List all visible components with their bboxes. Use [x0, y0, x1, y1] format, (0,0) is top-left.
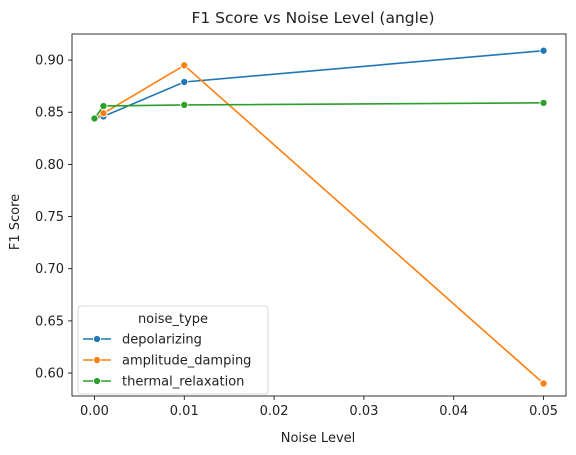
y-tick-label: 0.75 [35, 210, 64, 225]
y-tick-label: 0.60 [35, 367, 64, 382]
series-line-depolarizing [94, 49, 544, 120]
x-tick-label: 0.04 [439, 404, 468, 419]
legend-label-amplitude-damping: amplitude_damping [122, 354, 251, 369]
x-tick-label: 0.00 [80, 404, 109, 419]
legend-marker-depolarizing [92, 334, 102, 344]
series-line-thermal-relaxation [93, 102, 544, 119]
x-tick-label: 0.05 [529, 404, 558, 419]
y-tick-label: 0.85 [35, 106, 64, 121]
axes-frame [71, 33, 567, 397]
data-point-thermal-relaxation [180, 100, 189, 109]
legend-box [77, 305, 269, 395]
data-point-amplitude-damping [539, 379, 548, 388]
y-tick-label: 0.80 [35, 158, 64, 173]
chart-title: F1 Score vs Noise Level (angle) [191, 9, 434, 27]
x-tick-label: 0.01 [170, 404, 199, 419]
data-point-thermal-relaxation [99, 101, 108, 111]
data-point-depolarizing [180, 77, 189, 87]
legend: noise_type depolarizing amplitude_dampingt… [77, 305, 269, 395]
y-tick-label: 0.65 [35, 314, 64, 329]
y-tick-label: 0.70 [35, 262, 64, 277]
data-point-thermal-relaxation [90, 114, 99, 123]
x-tick-label: 0.02 [260, 404, 289, 419]
legend-title: noise_type [138, 312, 208, 327]
legend-marker-amplitude-damping [92, 355, 102, 365]
x-axis-label: Noise Level [281, 431, 356, 446]
data-point-depolarizing [539, 46, 548, 55]
data-point-thermal-relaxation [539, 98, 548, 107]
y-axis: 0.60 0.65 0.70 0.75 0.80 0.85 0.90 [35, 54, 72, 382]
x-tick-label: 0.03 [349, 404, 378, 419]
data-point-amplitude-damping [180, 61, 189, 70]
plot-area [90, 46, 548, 388]
x-axis: 0.00 0.01 0.02 0.03 0.04 0.05 [80, 396, 558, 419]
y-axis-label: F1 Score [8, 194, 23, 250]
y-tick-label: 0.90 [35, 54, 64, 69]
legend-label-depolarizing: depolarizing [122, 333, 202, 348]
legend-marker-thermal-relaxation [92, 376, 102, 386]
legend-label-thermal-relaxation: thermal_relaxation [122, 375, 244, 390]
series-line-amplitude-damping [94, 64, 545, 385]
